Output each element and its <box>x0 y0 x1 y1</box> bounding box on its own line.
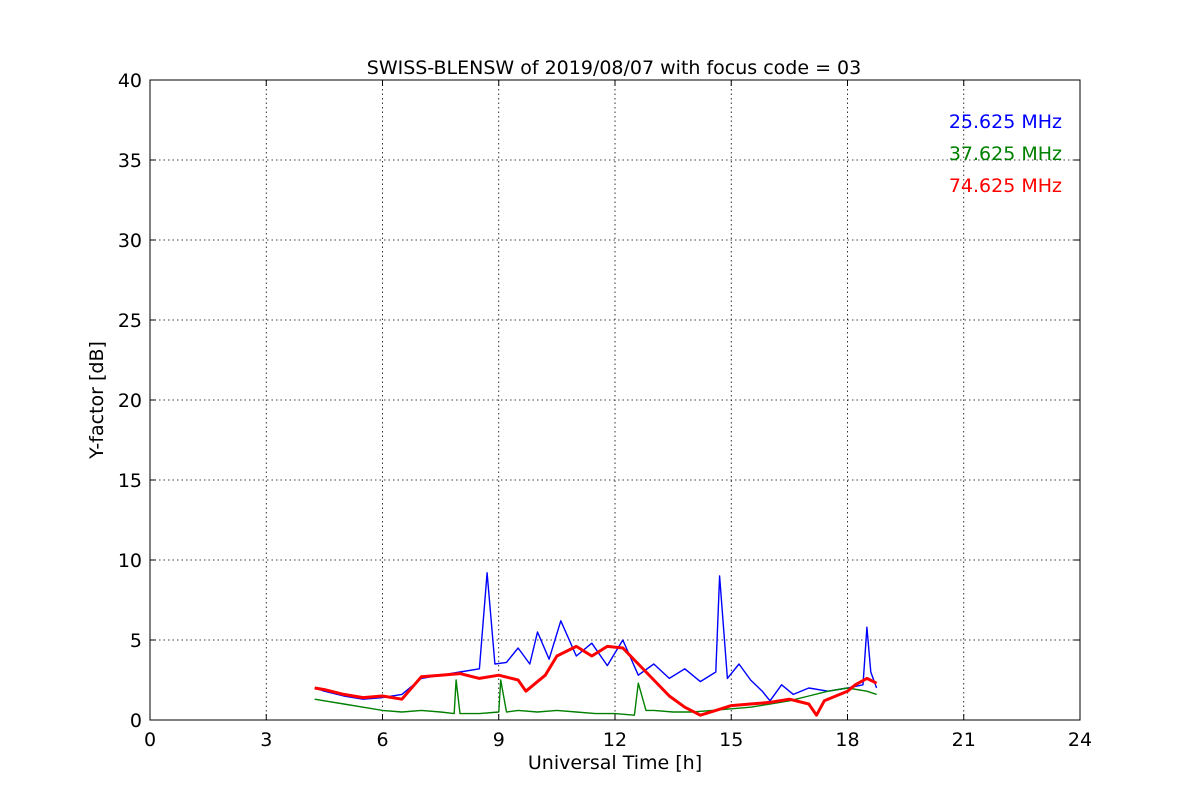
x-tick-label: 18 <box>835 729 859 751</box>
x-tick-label: 0 <box>144 729 156 751</box>
grid <box>150 80 1080 720</box>
y-tick-label: 5 <box>130 630 142 652</box>
series-line-2 <box>314 679 877 716</box>
legend-entry: 25.625 MHz <box>949 111 1062 133</box>
x-tick-label: 12 <box>603 729 627 751</box>
y-tick-label: 30 <box>118 230 142 252</box>
x-tick-label: 21 <box>952 729 976 751</box>
chart-title: SWISS-BLENSW of 2019/08/07 with focus co… <box>367 57 861 79</box>
y-axis-title: Y-factor [dB] <box>86 341 108 460</box>
series-layer <box>314 572 878 717</box>
legend: 25.625 MHz 37.625 MHz 74.625 MHz <box>949 111 1062 197</box>
legend-entry: 37.625 MHz <box>949 143 1062 165</box>
x-tick-label: 3 <box>260 729 272 751</box>
legend-entry: 74.625 MHz <box>949 175 1062 197</box>
y-tick-label: 20 <box>118 390 142 412</box>
series-line-3 <box>314 644 878 717</box>
y-tick-label: 0 <box>130 710 142 732</box>
x-tick-label: 6 <box>376 729 388 751</box>
y-tick-label: 40 <box>118 70 142 92</box>
x-axis-title: Universal Time [h] <box>528 752 702 774</box>
ticks: 0 3 6 9 12 15 18 21 24 0 5 10 15 20 25 30 35 40 <box>118 70 1092 751</box>
x-tick-label: 24 <box>1068 729 1092 751</box>
y-tick-label: 15 <box>118 470 142 492</box>
y-tick-label: 10 <box>118 550 142 572</box>
y-tick-label: 25 <box>118 310 142 332</box>
x-tick-label: 15 <box>719 729 743 751</box>
y-tick-label: 35 <box>118 150 142 172</box>
x-tick-label: 9 <box>493 729 505 751</box>
